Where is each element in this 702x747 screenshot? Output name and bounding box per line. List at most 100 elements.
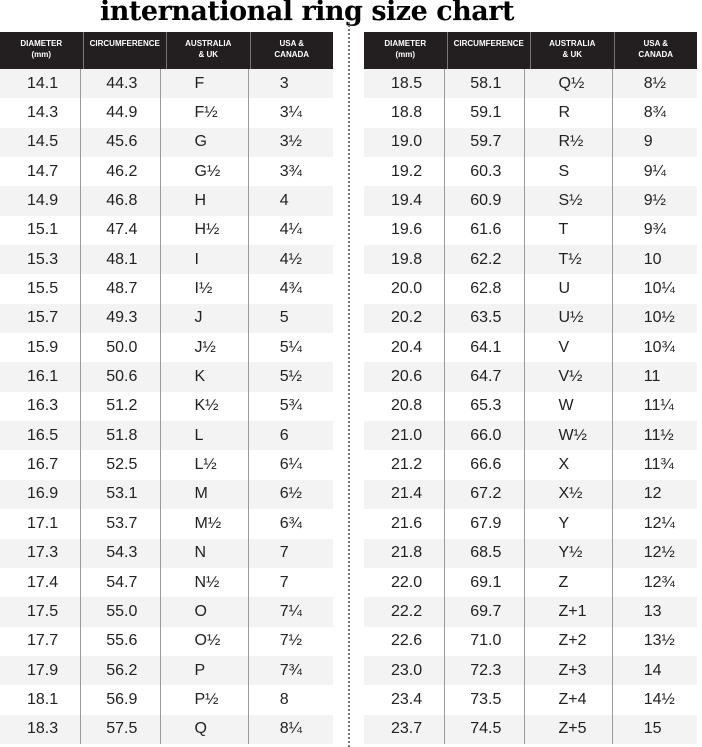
cell-diameter: 23.7 [364, 714, 446, 744]
cell-usa-canada: 3¾ [279, 162, 302, 180]
cell-usa-canada: 14½ [643, 690, 675, 708]
cell-australia-uk: R [525, 98, 613, 128]
cell-diameter: 19.4 [364, 186, 446, 216]
cell-diameter: 14.5 [0, 127, 82, 158]
ring-size-table-left: DIAMETER (mm) CIRCUMFERENCE AUSTRALIA & … [0, 32, 333, 747]
cell-circumference: 56.9 [81, 685, 161, 715]
table-row: 20.6 64.7 V½ 11 [364, 362, 697, 392]
cell-australia-uk: X½ [525, 479, 613, 510]
header-diameter: DIAMETER (mm) [0, 32, 84, 69]
table-row: 17.3 54.3 N 7 [0, 538, 333, 568]
table-row: 21.8 68.5 Y½ 12½ [364, 538, 697, 568]
cell-australia-uk: S½ [525, 186, 613, 216]
cell-circumference: 52.5 [81, 450, 161, 480]
table-header: DIAMETER (mm) CIRCUMFERENCE AUSTRALIA & … [364, 32, 697, 69]
cell-circumference: 44.9 [81, 98, 161, 128]
cell-australia-uk: Y½ [525, 538, 613, 568]
cell-diameter: 14.3 [0, 98, 82, 128]
cell-diameter: 19.6 [364, 215, 446, 246]
cell-diameter: 20.4 [364, 333, 446, 363]
cell-usa-canada: 6 [279, 426, 289, 444]
cell-circumference: 56.2 [81, 655, 161, 686]
cell-diameter: 14.7 [0, 157, 82, 187]
cell-circumference: 69.1 [445, 567, 525, 598]
table-row: 19.2 60.3 S 9¼ [364, 157, 697, 187]
table-row: 23.7 74.5 Z+5 15 [364, 714, 697, 744]
cell-diameter: 21.8 [364, 538, 446, 568]
cell-diameter: 21.0 [364, 421, 446, 451]
table-row: 23.0 72.3 Z+3 14 [364, 655, 697, 686]
cell-usa-canada: 4¾ [279, 280, 302, 298]
table-row: 16.1 50.6 K 5½ [0, 362, 333, 392]
cell-diameter: 17.1 [0, 509, 82, 539]
cell-diameter: 20.2 [364, 303, 446, 334]
cell-australia-uk: U [525, 274, 613, 304]
cell-australia-uk: K½ [161, 391, 249, 422]
cell-usa-canada: 4½ [279, 250, 302, 268]
cell-usa-canada: 5¼ [279, 338, 302, 356]
cell-circumference: 61.6 [445, 215, 525, 246]
cell-australia-uk: I½ [161, 274, 249, 304]
table-row: 21.0 66.0 W½ 11½ [364, 421, 697, 451]
cell-diameter: 16.7 [0, 450, 82, 480]
cell-usa-canada: 7½ [279, 632, 302, 650]
cell-circumference: 62.8 [445, 274, 525, 304]
table-row: 21.6 67.9 Y 12¼ [364, 509, 697, 539]
cell-australia-uk: N [161, 538, 249, 568]
cell-circumference: 51.2 [81, 391, 161, 422]
cell-circumference: 67.2 [445, 479, 525, 510]
table-row: 15.9 50.0 J½ 5¼ [0, 333, 333, 363]
cell-circumference: 66.0 [445, 421, 525, 451]
cell-australia-uk: K [161, 362, 249, 392]
cell-australia-uk: L½ [161, 450, 249, 480]
cell-usa-canada: 5 [279, 309, 289, 327]
cell-diameter: 22.0 [364, 567, 446, 598]
cell-circumference: 73.5 [445, 685, 525, 715]
cell-usa-canada: 4¼ [279, 221, 302, 239]
cell-circumference: 58.1 [445, 69, 525, 99]
cell-australia-uk: M½ [161, 509, 249, 539]
cell-diameter: 16.5 [0, 421, 82, 451]
cell-usa-canada: 6¼ [279, 456, 302, 474]
cell-diameter: 23.0 [364, 655, 446, 686]
table-row: 17.1 53.7 M½ 6¾ [0, 509, 333, 539]
cell-circumference: 68.5 [445, 538, 525, 568]
cell-australia-uk: J [161, 303, 249, 334]
header-circumference: CIRCUMFERENCE [84, 32, 167, 69]
cell-diameter: 17.5 [0, 597, 82, 627]
table-row: 21.2 66.6 X 11¾ [364, 450, 697, 480]
cell-usa-canada: 11 [643, 368, 661, 386]
cell-australia-uk: Z+3 [525, 655, 613, 686]
cell-diameter: 20.8 [364, 391, 446, 422]
cell-diameter: 16.3 [0, 391, 82, 422]
cell-australia-uk: Z+4 [525, 685, 613, 715]
cell-australia-uk: U½ [525, 303, 613, 334]
cell-australia-uk: X [525, 450, 613, 480]
cell-usa-canada: 9 [643, 133, 653, 151]
cell-usa-canada: 13½ [643, 632, 675, 650]
cell-circumference: 54.7 [81, 567, 161, 598]
cell-usa-canada: 9¾ [643, 221, 666, 239]
table-row: 15.1 47.4 H½ 4¼ [0, 215, 333, 246]
cell-diameter: 19.2 [364, 157, 446, 187]
cell-diameter: 18.8 [364, 98, 446, 128]
cell-usa-canada: 3½ [279, 133, 302, 151]
cell-circumference: 59.1 [445, 98, 525, 128]
cell-diameter: 14.9 [0, 186, 82, 216]
cell-diameter: 23.4 [364, 685, 446, 715]
cell-circumference: 59.7 [445, 127, 525, 158]
cell-usa-canada: 7 [279, 573, 289, 591]
cell-circumference: 48.7 [81, 274, 161, 304]
header-usa-canada: USA & CANADA [274, 39, 310, 59]
table-row: 16.9 53.1 M 6½ [0, 479, 333, 510]
cell-australia-uk: F [161, 69, 249, 99]
ring-size-table-right: DIAMETER (mm) CIRCUMFERENCE AUSTRALIA & … [364, 32, 697, 747]
cell-circumference: 65.3 [445, 391, 525, 422]
cell-australia-uk: P½ [161, 685, 249, 715]
cell-circumference: 64.1 [445, 333, 525, 363]
cell-australia-uk: W½ [525, 421, 613, 451]
header-diameter: DIAMETER (mm) [364, 32, 448, 69]
table-row: 19.6 61.6 T 9¾ [364, 215, 697, 246]
cell-australia-uk: H [161, 186, 249, 216]
cell-usa-canada: 9½ [643, 192, 666, 210]
